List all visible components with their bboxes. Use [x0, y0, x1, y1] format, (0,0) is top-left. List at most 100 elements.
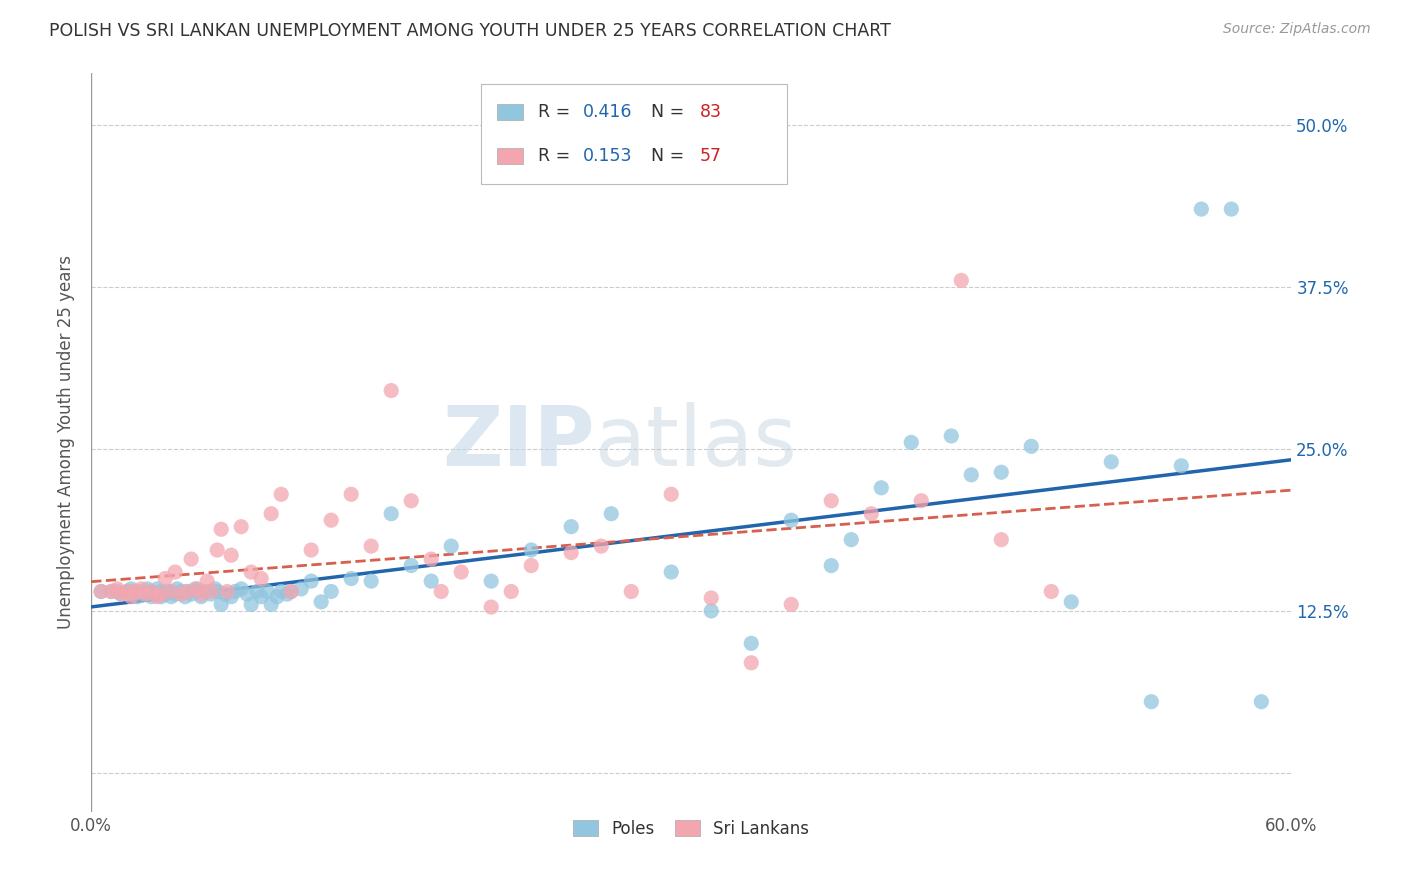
Text: atlas: atlas: [595, 402, 797, 483]
Point: [1040, 584, 1063, 599]
Point: [160, 590, 183, 604]
Point: [165, 565, 187, 579]
Point: [195, 574, 218, 588]
Point: [100, 584, 122, 599]
Point: [204, 582, 226, 596]
Text: R =: R =: [537, 147, 575, 165]
Point: [156, 584, 179, 599]
Point: [839, 533, 862, 547]
Point: [146, 582, 169, 596]
Point: [1060, 595, 1083, 609]
Point: [256, 584, 278, 599]
Point: [1170, 458, 1192, 473]
Point: [479, 574, 502, 588]
Point: [591, 539, 613, 553]
Point: [186, 584, 208, 599]
Point: [910, 493, 932, 508]
Point: [560, 546, 582, 560]
Point: [440, 539, 463, 553]
Y-axis label: Unemployment Among Youth under 25 years: Unemployment Among Youth under 25 years: [58, 255, 75, 630]
Point: [219, 590, 242, 604]
Point: [250, 572, 273, 586]
Point: [659, 565, 682, 579]
Point: [90, 584, 112, 599]
Point: [246, 584, 269, 599]
Point: [870, 481, 893, 495]
Legend: Poles, Sri Lankans: Poles, Sri Lankans: [567, 813, 815, 844]
Point: [231, 582, 253, 596]
Point: [321, 513, 343, 527]
Point: [260, 507, 283, 521]
Text: ZIP: ZIP: [443, 402, 595, 483]
Point: [941, 429, 963, 443]
Point: [176, 584, 198, 599]
Point: [560, 519, 582, 533]
Point: [170, 584, 193, 599]
Point: [321, 584, 343, 599]
Point: [450, 565, 472, 579]
Point: [160, 584, 183, 599]
Text: N =: N =: [640, 103, 689, 121]
Point: [200, 587, 222, 601]
Point: [120, 587, 142, 601]
Point: [184, 582, 207, 596]
Point: [120, 590, 142, 604]
Point: [141, 590, 163, 604]
Point: [360, 539, 382, 553]
Point: [479, 600, 502, 615]
Point: [299, 574, 322, 588]
Point: [380, 507, 402, 521]
Point: [90, 584, 112, 599]
Text: 83: 83: [700, 103, 721, 121]
Text: POLISH VS SRI LANKAN UNEMPLOYMENT AMONG YOUTH UNDER 25 YEARS CORRELATION CHART: POLISH VS SRI LANKAN UNEMPLOYMENT AMONG …: [49, 22, 891, 40]
Text: 0.416: 0.416: [583, 103, 633, 121]
Point: [1220, 202, 1243, 216]
Point: [399, 493, 422, 508]
Point: [176, 584, 198, 599]
Point: [190, 590, 212, 604]
Point: [146, 590, 169, 604]
Point: [205, 543, 228, 558]
Point: [231, 519, 253, 533]
Point: [1019, 439, 1042, 453]
Point: [600, 507, 623, 521]
Point: [205, 584, 228, 599]
Point: [224, 584, 246, 599]
Point: [160, 584, 183, 599]
Point: [236, 587, 259, 601]
Point: [190, 587, 212, 601]
Point: [1099, 455, 1122, 469]
Point: [134, 587, 156, 601]
Point: [399, 558, 422, 573]
Point: [100, 584, 122, 599]
Point: [165, 587, 187, 601]
Point: [309, 595, 332, 609]
Point: [186, 582, 208, 596]
Point: [820, 558, 842, 573]
Point: [360, 574, 382, 588]
Point: [1140, 695, 1163, 709]
Text: N =: N =: [640, 147, 689, 165]
Point: [115, 584, 138, 599]
Point: [1250, 695, 1272, 709]
Point: [270, 487, 292, 501]
Point: [141, 584, 163, 599]
Point: [115, 584, 138, 599]
Point: [290, 582, 312, 596]
Point: [129, 584, 152, 599]
Point: [124, 584, 146, 599]
Point: [180, 587, 202, 601]
Point: [700, 591, 723, 605]
Point: [180, 552, 202, 566]
Point: [240, 598, 263, 612]
Point: [380, 384, 402, 398]
Point: [153, 587, 176, 601]
Point: [860, 507, 883, 521]
Point: [110, 587, 132, 601]
Point: [150, 587, 173, 601]
Point: [153, 572, 176, 586]
Text: 0.153: 0.153: [583, 147, 633, 165]
Point: [194, 584, 217, 599]
Point: [134, 587, 156, 601]
Point: [150, 584, 173, 599]
